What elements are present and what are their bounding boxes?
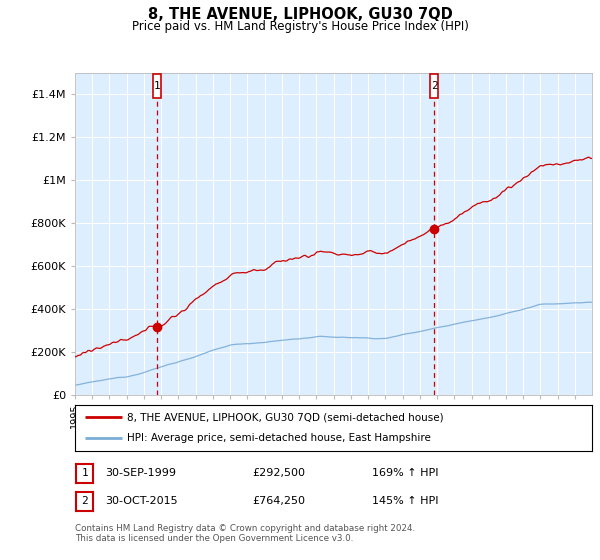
Text: 30-OCT-2015: 30-OCT-2015 xyxy=(105,496,178,506)
Text: £764,250: £764,250 xyxy=(252,496,305,506)
Text: HPI: Average price, semi-detached house, East Hampshire: HPI: Average price, semi-detached house,… xyxy=(127,433,431,444)
Text: 169% ↑ HPI: 169% ↑ HPI xyxy=(372,468,439,478)
Text: 2: 2 xyxy=(431,81,437,91)
Text: Price paid vs. HM Land Registry's House Price Index (HPI): Price paid vs. HM Land Registry's House … xyxy=(131,20,469,32)
Text: 1: 1 xyxy=(154,81,160,91)
Text: 1: 1 xyxy=(81,468,88,478)
FancyBboxPatch shape xyxy=(430,73,438,98)
FancyBboxPatch shape xyxy=(153,73,161,98)
Text: 2: 2 xyxy=(81,496,88,506)
Text: 30-SEP-1999: 30-SEP-1999 xyxy=(105,468,176,478)
Text: £292,500: £292,500 xyxy=(252,468,305,478)
Text: 8, THE AVENUE, LIPHOOK, GU30 7QD (semi-detached house): 8, THE AVENUE, LIPHOOK, GU30 7QD (semi-d… xyxy=(127,412,443,422)
Text: 8, THE AVENUE, LIPHOOK, GU30 7QD: 8, THE AVENUE, LIPHOOK, GU30 7QD xyxy=(148,7,452,22)
Text: 145% ↑ HPI: 145% ↑ HPI xyxy=(372,496,439,506)
Text: Contains HM Land Registry data © Crown copyright and database right 2024.
This d: Contains HM Land Registry data © Crown c… xyxy=(75,524,415,543)
